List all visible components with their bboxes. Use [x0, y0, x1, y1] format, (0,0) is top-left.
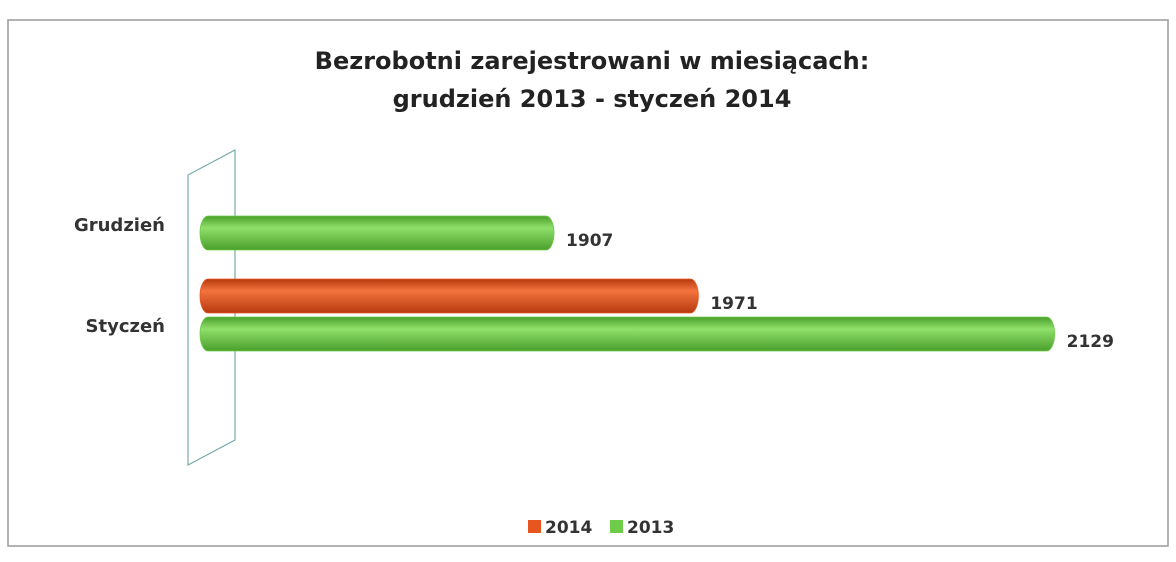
legend-label: 2013 [627, 518, 674, 538]
category-label: Grudzień [74, 215, 165, 236]
bar [199, 316, 1056, 352]
bar [199, 215, 555, 251]
frame [7, 19, 1169, 547]
legend-swatch [528, 520, 541, 533]
value-label: 1907 [566, 231, 613, 251]
back-wall [187, 149, 236, 466]
chart-title: Bezrobotni zarejestrowani w miesiącach: [315, 47, 870, 75]
bar [199, 278, 699, 314]
legend-swatch [610, 520, 623, 533]
category-label: Styczeń [86, 316, 165, 337]
value-label: 2129 [1067, 332, 1114, 352]
value-label: 1971 [710, 294, 757, 314]
chart-subtitle: grudzień 2013 - styczeń 2014 [393, 85, 792, 113]
legend-label: 2014 [545, 518, 592, 538]
